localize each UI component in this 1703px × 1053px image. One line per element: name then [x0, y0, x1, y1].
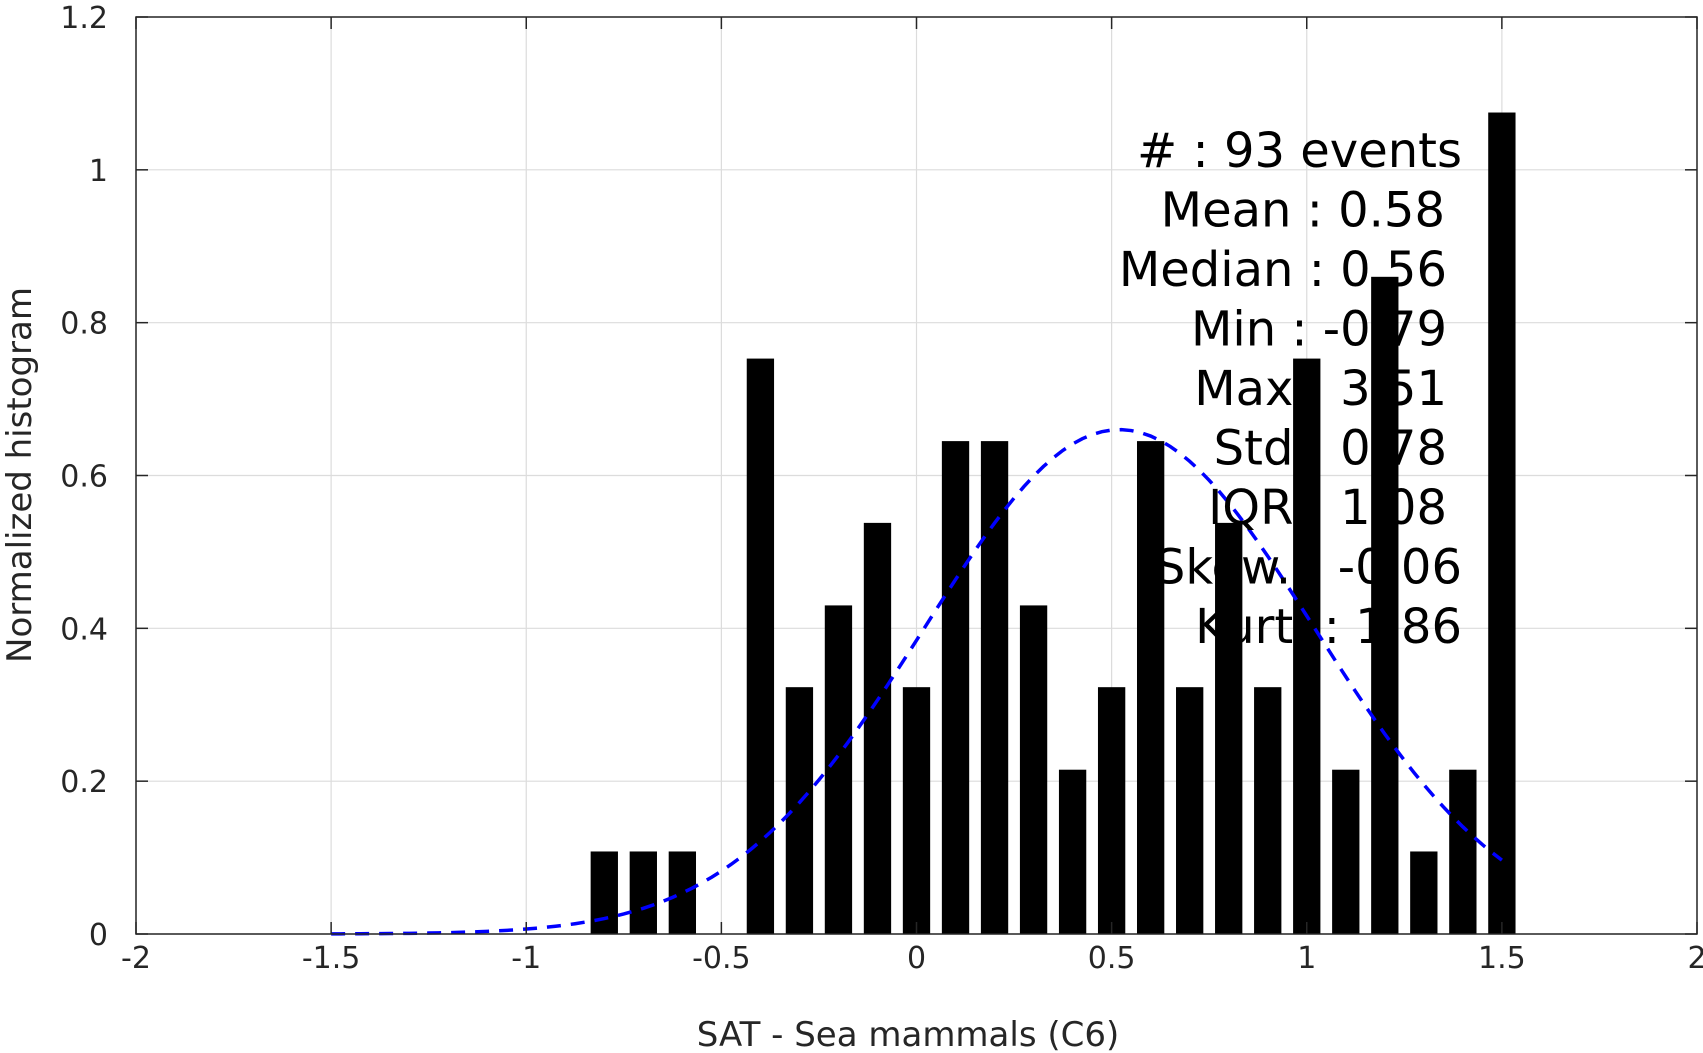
y-tick-label: 1 — [89, 154, 108, 189]
histogram-bar — [1136, 441, 1165, 934]
histogram-bar — [746, 358, 775, 934]
y-tick-label: 0.6 — [60, 460, 108, 495]
histogram-bar — [1410, 851, 1438, 934]
statistics-line: IQR : 1.08 — [1208, 480, 1447, 536]
histogram-bar — [1371, 276, 1399, 935]
histogram-bar — [1097, 687, 1126, 934]
x-tick-label: 1.5 — [1478, 941, 1526, 976]
histogram-bar — [1293, 358, 1321, 934]
x-tick-label: -2 — [121, 941, 151, 976]
y-tick-labels: 0 0.2 0.4 0.6 0.8 1 1.2 — [60, 1, 108, 953]
histogram-bar — [1019, 605, 1048, 934]
y-tick-label: 0.2 — [60, 765, 108, 800]
histogram-bar — [1176, 687, 1204, 934]
histogram-bar — [941, 441, 970, 934]
axes — [135, 16, 1698, 935]
histogram-bar — [824, 605, 853, 934]
x-axis-label: SAT - Sea mammals (C6) — [697, 1015, 1120, 1053]
histogram-bar — [1058, 769, 1087, 934]
histogram-bar — [1215, 522, 1243, 934]
statistics-line: Std : 0.78 — [1214, 421, 1447, 477]
y-tick-label: 0 — [89, 918, 108, 953]
statistics-line: Mean : 0.58 — [1161, 183, 1445, 239]
statistics-line: Max : 3.51 — [1194, 361, 1447, 417]
y-tick-label: 0.8 — [60, 307, 108, 342]
histogram-bar — [902, 687, 931, 934]
histogram-bar — [863, 522, 892, 934]
histogram-bar — [1254, 687, 1282, 934]
statistics-line: Median : 0.56 — [1119, 242, 1447, 298]
histogram-bars — [590, 112, 1516, 935]
x-tick-label: 0 — [907, 941, 926, 976]
y-tick-label: 0.4 — [60, 612, 108, 647]
x-tick-label: -1 — [511, 941, 541, 976]
histogram-bar — [1449, 769, 1477, 934]
statistics-line: # : 93 events — [1137, 123, 1462, 179]
x-tick-label: 2 — [1687, 941, 1703, 976]
x-tick-label: 0.5 — [1088, 941, 1136, 976]
statistics-line: Min : -0.79 — [1191, 302, 1447, 358]
statistics-line: Skew. : -0.06 — [1155, 540, 1462, 596]
histogram-bar — [668, 851, 697, 934]
histogram-bar — [980, 441, 1009, 934]
y-axis-label: Normalized histogram — [0, 287, 40, 663]
y-tick-label: 1.2 — [60, 1, 108, 36]
x-tick-label: -0.5 — [692, 941, 751, 976]
histogram-bar — [629, 851, 657, 934]
x-tick-label: 1 — [1297, 941, 1316, 976]
histogram-bar — [1488, 112, 1516, 935]
x-tick-label: -1.5 — [302, 941, 361, 976]
x-tick-labels: -2 -1.5 -1 -0.5 0 0.5 1 1.5 2 — [121, 941, 1703, 976]
histogram-bar — [1332, 769, 1360, 934]
statistics-line: Kurt. : 1.86 — [1195, 599, 1462, 655]
